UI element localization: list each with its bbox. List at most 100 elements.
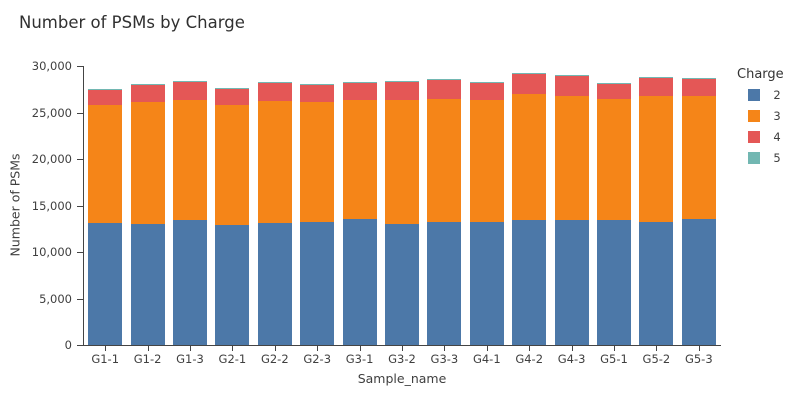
x-axis-tick-label: G3-1 [345,352,374,366]
x-axis-tick-mark [232,346,234,351]
x-axis-tick-label: G2-3 [303,352,332,366]
y-axis-tick-label: 30,000 [31,59,72,73]
bar-segment-charge-2 [427,221,462,345]
y-axis-tick-label: 25,000 [31,105,72,120]
bar-segment-charge-4 [639,78,674,97]
x-axis-tick-label: G2-2 [260,352,289,366]
y-axis-tick-mark [77,345,83,346]
bar-segment-charge-5 [88,88,123,90]
bar-segment-charge-4 [300,84,335,103]
bar-segment-charge-2 [385,223,419,345]
x-axis-tick-mark [656,346,658,351]
bar-segment-charge-4 [597,83,631,99]
y-axis-tick-mark [77,66,83,67]
bar-segment-charge-3 [215,105,250,225]
y-axis-tick-mark [77,159,83,160]
bar-segment-charge-4 [427,79,462,99]
legend-item: 5 [737,151,784,165]
legend-item: 4 [737,130,784,144]
bar-segment-charge-5 [554,75,589,77]
legend-item: 3 [737,109,784,123]
bar-segment-charge-3 [554,96,589,221]
bar-segment-charge-2 [681,218,716,345]
legend-item-label: 2 [773,88,781,102]
bar-segment-charge-4 [512,74,547,94]
bar-segment-charge-3 [88,105,123,223]
legend-swatch-charge-5 [748,152,760,164]
bar-segment-charge-3 [639,96,674,222]
bar-segment-charge-4 [554,76,589,97]
x-axis-tick-mark [486,346,488,351]
chart-title: Number of PSMs by Charge [19,13,245,32]
bar-segment-charge-3 [597,99,631,221]
x-axis-tick-label: G5-3 [684,352,713,366]
bar-segment-charge-2 [554,220,589,345]
bar-segment-charge-3 [300,102,335,222]
bar-segment-charge-2 [130,223,165,345]
bar-segment-charge-5 [469,81,504,83]
x-axis-line [83,345,721,346]
x-axis-tick-mark [274,346,276,351]
bar-segment-charge-2 [300,221,335,345]
y-axis-tick-label: 10,000 [31,245,72,259]
x-axis-tick-mark [317,346,319,351]
bar-segment-charge-4 [215,89,250,106]
bar-segment-charge-5 [173,80,207,82]
bar-segment-charge-2 [639,221,674,345]
bar-segment-charge-4 [88,89,123,106]
bar-segment-charge-2 [597,220,631,345]
legend-swatch-charge-4 [748,131,760,143]
bar-segment-charge-3 [342,99,377,220]
legend-title: Charge [737,67,784,82]
x-axis-tick-label: G4-2 [515,352,544,366]
y-axis-line [83,66,84,346]
legend: Charge 2 3 4 5 [737,67,784,172]
x-axis-tick-label: G1-1 [91,352,120,366]
x-axis-tick-mark [698,346,700,351]
bar-segment-charge-3 [469,99,504,222]
y-axis-tick-mark [77,205,83,207]
y-axis-tick-label: 5,000 [39,291,72,306]
x-axis-title: Sample_name [357,371,447,386]
bar-segment-charge-5 [300,83,335,85]
x-axis-tick-mark [359,346,361,351]
bar-segment-charge-2 [257,222,292,345]
bar-segment-charge-4 [469,82,504,100]
y-axis-tick-label: 0 [64,338,72,352]
bar-segment-charge-5 [215,88,250,90]
bar-segment-charge-5 [681,78,716,79]
bar-segment-charge-3 [681,96,716,219]
legend-items: 2 3 4 5 [737,88,784,165]
bar-segment-charge-5 [257,82,292,84]
x-axis-tick-mark [444,346,446,351]
bar-segment-charge-5 [597,82,631,84]
legend-swatch-charge-2 [748,89,760,101]
bar-segment-charge-4 [173,81,207,100]
x-axis-tick-mark [529,346,531,351]
y-axis-tick-label: 20,000 [31,152,72,166]
bar-segment-charge-3 [385,99,419,224]
y-axis-tick-label: 15,000 [31,198,72,213]
bar-segment-charge-2 [173,220,207,345]
bar-segment-charge-4 [681,79,716,97]
x-axis-tick-label: G5-2 [642,352,671,366]
legend-swatch-charge-3 [748,110,760,122]
bar-segment-charge-3 [427,99,462,222]
bar-segment-charge-4 [130,85,165,103]
x-axis-tick-label: G2-1 [218,352,247,366]
legend-item-label: 4 [773,130,781,144]
bar-segment-charge-5 [385,80,419,82]
bar-segment-charge-5 [427,79,462,80]
x-axis-tick-label: G1-2 [133,352,162,366]
y-axis-tick-mark [77,112,83,114]
y-axis-tick-mark [77,252,83,253]
bar-segment-charge-3 [257,101,292,223]
bar-segment-charge-5 [130,84,165,86]
x-axis-tick-label: G4-1 [472,352,501,366]
bar-segment-charge-5 [342,81,377,83]
x-axis-tick-mark [402,346,403,351]
bar-segment-charge-3 [130,102,165,224]
legend-item-label: 3 [773,109,781,123]
bar-segment-charge-3 [512,93,547,221]
bar-segment-charge-2 [512,220,547,345]
